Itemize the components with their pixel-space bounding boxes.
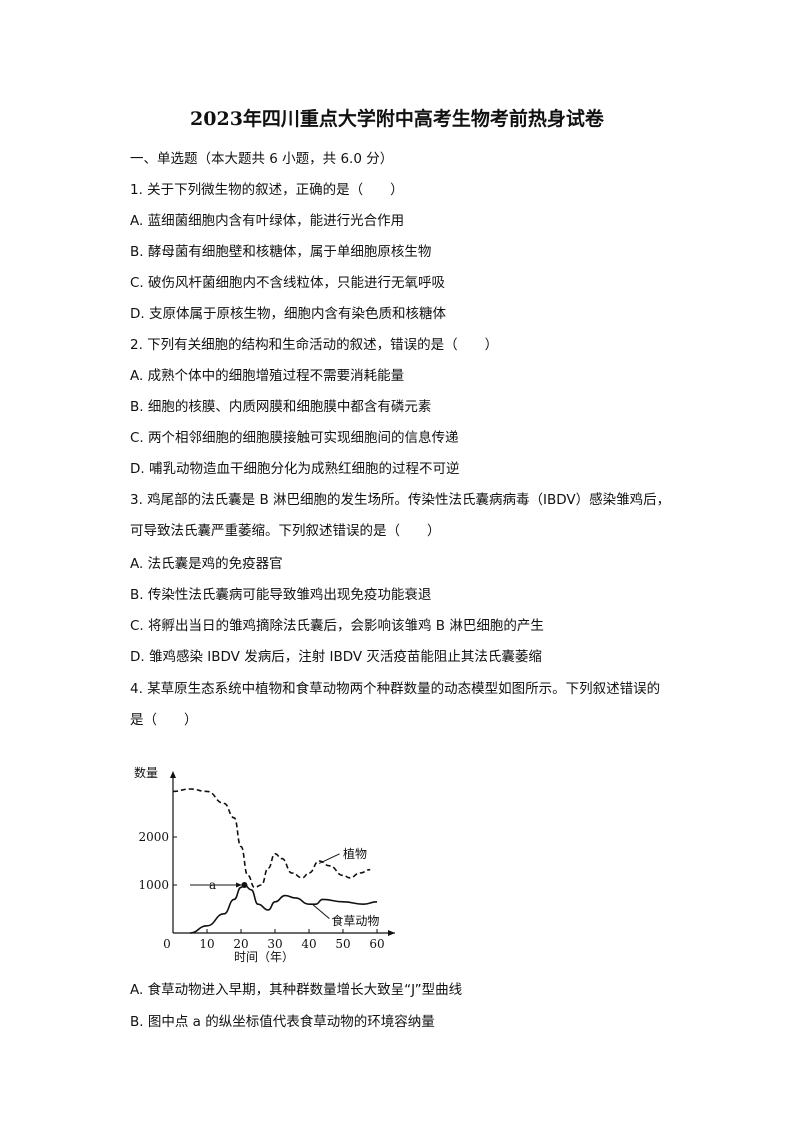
question-line: 1. 关于下列微生物的叙述，正确的是（ ）: [130, 182, 404, 198]
option-line: B. 图中点 a 的纵坐标值代表食草动物的环境容纳量: [130, 1014, 435, 1030]
question-line: D. 支原体属于原核生物，细胞内含有染色质和核糖体: [130, 306, 446, 322]
herbivore-legend-label: 食草动物: [331, 913, 379, 928]
question-line: A. 成熟个体中的细胞增殖过程不需要消耗能量: [130, 368, 405, 384]
point-a: [241, 882, 248, 888]
arrow-icon: [236, 882, 243, 888]
y-tick-label: 1000: [138, 878, 169, 892]
question-line: C. 将孵出当日的雏鸡摘除法氏囊后，会影响该雏鸡 B 淋巴细胞的产生: [130, 618, 544, 634]
x-axis-label: 时间（年）: [234, 950, 294, 964]
question-line: 3. 鸡尾部的法氏囊是 B 淋巴细胞的发生场所。传染性法氏囊病病毒（IBDV）感…: [130, 492, 671, 508]
question-line: A. 蓝细菌细胞内含有叶绿体，能进行光合作用: [130, 213, 405, 229]
x-tick-label: 30: [267, 937, 282, 951]
y-axis-arrow-icon: [170, 771, 176, 778]
question-line: D. 哺乳动物造血干细胞分化为成熟红细胞的过程不可逆: [130, 461, 460, 477]
plant-leader: [318, 853, 340, 864]
question-line: B. 酵母菌有细胞壁和核糖体，属于单细胞原核生物: [130, 244, 432, 260]
question-line: B. 细胞的核膜、内质网膜和细胞膜中都含有磷元素: [130, 399, 432, 415]
question-line: C. 破伤风杆菌细胞内不含线粒体，只能进行无氧呼吸: [130, 275, 446, 291]
point-a-label: a: [209, 878, 216, 892]
x-tick-label: 50: [335, 937, 350, 951]
question-line: 可导致法氏囊严重萎缩。下列叙述错误的是（ ）: [130, 523, 441, 539]
herbivore-leader: [312, 903, 330, 919]
question-line: B. 传染性法氏囊病可能导致雏鸡出现免疫功能衰退: [130, 587, 432, 603]
y-axis-label: 数量: [134, 765, 158, 780]
question-line: A. 法氏囊是鸡的免疫器官: [130, 556, 283, 572]
question-line: 是（ ）: [130, 712, 198, 728]
x-tick-label: 40: [301, 937, 316, 951]
question-line: D. 雏鸡感染 IBDV 发病后，注射 IBDV 灭活疫苗能阻止其法氏囊萎缩: [130, 649, 542, 665]
x-tick-label: 20: [233, 937, 248, 951]
page-title: 2023年四川重点大学附中高考生物考前热身试卷: [190, 108, 604, 130]
option-line: A. 食草动物进入早期，其种群数量增长大致呈“J”型曲线: [130, 982, 463, 998]
herbivore-line: [189, 884, 378, 934]
x-axis-arrow-icon: [388, 930, 395, 936]
x-tick-label: 0: [163, 937, 171, 951]
x-tick-label: 10: [199, 937, 214, 951]
plant-line: [172, 788, 371, 889]
section-heading: 一、单选题（本大题共 6 小题，共 6.0 分）: [130, 151, 394, 167]
x-tick-label: 60: [369, 937, 384, 951]
plant-legend-label: 植物: [343, 846, 367, 861]
question-line: 4. 某草原生态系统中植物和食草动物两个种群数量的动态模型如图所示。下列叙述错误…: [130, 681, 661, 697]
question-line: C. 两个相邻细胞的细胞膜接触可实现细胞间的信息传递: [130, 430, 459, 446]
question-line: 2. 下列有关细胞的结构和生命活动的叙述，错误的是（ ）: [130, 337, 499, 353]
y-tick-label: 2000: [138, 830, 169, 844]
